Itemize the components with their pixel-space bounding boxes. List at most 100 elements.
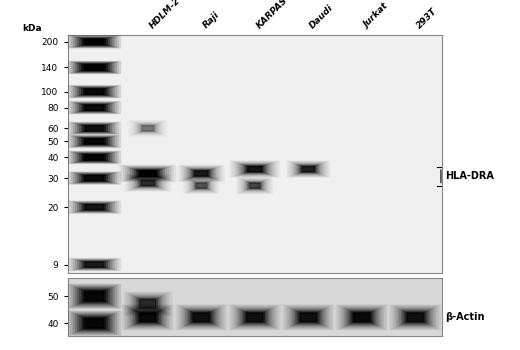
FancyBboxPatch shape bbox=[70, 173, 119, 184]
FancyBboxPatch shape bbox=[74, 87, 115, 97]
FancyBboxPatch shape bbox=[296, 164, 320, 174]
FancyBboxPatch shape bbox=[246, 182, 264, 190]
FancyBboxPatch shape bbox=[81, 125, 108, 132]
FancyBboxPatch shape bbox=[298, 165, 319, 173]
FancyBboxPatch shape bbox=[81, 261, 108, 268]
FancyBboxPatch shape bbox=[240, 310, 269, 324]
FancyBboxPatch shape bbox=[192, 182, 210, 190]
FancyBboxPatch shape bbox=[68, 151, 121, 163]
FancyBboxPatch shape bbox=[407, 313, 423, 321]
FancyBboxPatch shape bbox=[75, 124, 113, 133]
FancyBboxPatch shape bbox=[129, 294, 166, 313]
FancyBboxPatch shape bbox=[189, 311, 214, 324]
FancyBboxPatch shape bbox=[70, 136, 119, 147]
FancyBboxPatch shape bbox=[125, 167, 171, 180]
FancyBboxPatch shape bbox=[68, 85, 121, 98]
FancyBboxPatch shape bbox=[132, 309, 164, 325]
FancyBboxPatch shape bbox=[81, 38, 108, 45]
FancyBboxPatch shape bbox=[239, 309, 271, 325]
FancyBboxPatch shape bbox=[128, 308, 167, 327]
FancyBboxPatch shape bbox=[236, 308, 274, 327]
FancyBboxPatch shape bbox=[79, 64, 109, 71]
FancyBboxPatch shape bbox=[77, 260, 111, 268]
FancyBboxPatch shape bbox=[193, 313, 210, 321]
Text: kDa: kDa bbox=[23, 23, 42, 33]
FancyBboxPatch shape bbox=[74, 136, 115, 146]
FancyBboxPatch shape bbox=[72, 152, 117, 163]
FancyBboxPatch shape bbox=[77, 153, 111, 161]
FancyBboxPatch shape bbox=[297, 312, 319, 323]
FancyBboxPatch shape bbox=[72, 102, 117, 113]
FancyBboxPatch shape bbox=[85, 40, 104, 44]
FancyBboxPatch shape bbox=[79, 261, 109, 268]
FancyBboxPatch shape bbox=[140, 171, 156, 176]
FancyBboxPatch shape bbox=[249, 183, 261, 189]
FancyBboxPatch shape bbox=[83, 155, 106, 160]
FancyBboxPatch shape bbox=[79, 138, 109, 145]
FancyBboxPatch shape bbox=[77, 104, 111, 112]
FancyBboxPatch shape bbox=[77, 174, 111, 182]
FancyBboxPatch shape bbox=[248, 167, 262, 172]
FancyBboxPatch shape bbox=[194, 182, 209, 189]
FancyBboxPatch shape bbox=[77, 38, 111, 46]
FancyBboxPatch shape bbox=[70, 36, 119, 48]
FancyBboxPatch shape bbox=[250, 183, 260, 188]
FancyBboxPatch shape bbox=[243, 312, 266, 323]
FancyBboxPatch shape bbox=[247, 313, 263, 321]
FancyBboxPatch shape bbox=[70, 259, 119, 270]
FancyBboxPatch shape bbox=[81, 317, 108, 329]
FancyBboxPatch shape bbox=[80, 289, 109, 303]
FancyBboxPatch shape bbox=[237, 163, 273, 175]
FancyBboxPatch shape bbox=[70, 62, 119, 73]
FancyBboxPatch shape bbox=[79, 88, 109, 95]
Text: HDLM-2: HDLM-2 bbox=[148, 0, 183, 30]
FancyBboxPatch shape bbox=[302, 167, 315, 172]
FancyBboxPatch shape bbox=[349, 311, 374, 324]
FancyBboxPatch shape bbox=[70, 122, 119, 134]
FancyBboxPatch shape bbox=[191, 181, 211, 190]
FancyBboxPatch shape bbox=[138, 170, 158, 176]
FancyBboxPatch shape bbox=[139, 125, 156, 132]
FancyBboxPatch shape bbox=[85, 89, 104, 94]
FancyBboxPatch shape bbox=[352, 313, 371, 322]
FancyBboxPatch shape bbox=[74, 63, 115, 72]
FancyBboxPatch shape bbox=[396, 308, 434, 327]
FancyBboxPatch shape bbox=[75, 87, 113, 96]
FancyBboxPatch shape bbox=[395, 307, 436, 328]
FancyBboxPatch shape bbox=[402, 311, 428, 324]
FancyBboxPatch shape bbox=[85, 176, 104, 181]
FancyBboxPatch shape bbox=[85, 126, 104, 131]
FancyBboxPatch shape bbox=[74, 37, 115, 47]
FancyBboxPatch shape bbox=[346, 309, 378, 325]
FancyBboxPatch shape bbox=[189, 169, 214, 178]
FancyBboxPatch shape bbox=[70, 102, 119, 113]
FancyBboxPatch shape bbox=[83, 105, 106, 111]
FancyBboxPatch shape bbox=[74, 260, 115, 270]
FancyBboxPatch shape bbox=[81, 154, 108, 161]
FancyBboxPatch shape bbox=[187, 168, 215, 178]
FancyBboxPatch shape bbox=[140, 300, 156, 308]
FancyBboxPatch shape bbox=[83, 65, 106, 70]
FancyBboxPatch shape bbox=[140, 313, 156, 321]
FancyBboxPatch shape bbox=[240, 164, 270, 174]
FancyBboxPatch shape bbox=[138, 124, 158, 132]
FancyBboxPatch shape bbox=[135, 178, 160, 188]
Text: KARPAS-299: KARPAS-299 bbox=[255, 0, 305, 30]
FancyBboxPatch shape bbox=[190, 312, 213, 323]
FancyBboxPatch shape bbox=[68, 172, 121, 184]
FancyBboxPatch shape bbox=[234, 307, 276, 328]
FancyBboxPatch shape bbox=[72, 313, 117, 334]
FancyBboxPatch shape bbox=[294, 310, 322, 324]
FancyBboxPatch shape bbox=[193, 170, 210, 176]
FancyBboxPatch shape bbox=[83, 126, 106, 131]
FancyBboxPatch shape bbox=[85, 65, 104, 70]
FancyBboxPatch shape bbox=[131, 168, 165, 178]
FancyBboxPatch shape bbox=[77, 203, 111, 211]
FancyBboxPatch shape bbox=[83, 204, 106, 210]
FancyBboxPatch shape bbox=[77, 288, 111, 304]
FancyBboxPatch shape bbox=[79, 174, 109, 182]
FancyBboxPatch shape bbox=[131, 295, 165, 312]
FancyBboxPatch shape bbox=[75, 37, 113, 46]
FancyBboxPatch shape bbox=[288, 307, 329, 328]
FancyBboxPatch shape bbox=[75, 174, 113, 183]
